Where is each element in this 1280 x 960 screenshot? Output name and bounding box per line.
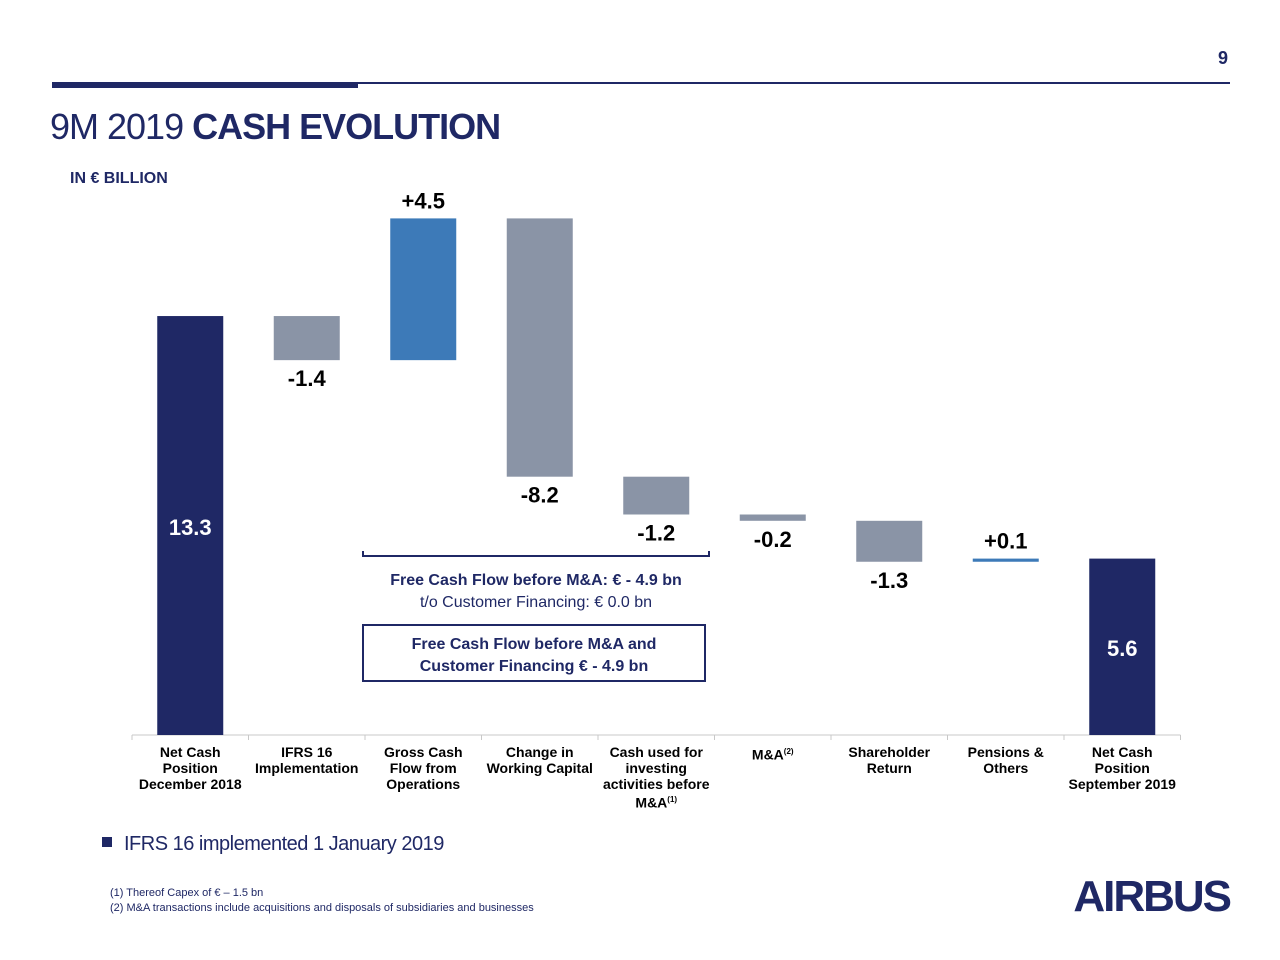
title-bold: CASH EVOLUTION: [192, 106, 501, 147]
bar-2: [273, 316, 340, 361]
bar-4: [506, 218, 573, 477]
customer-financing-annotation: t/o Customer Financing: € 0.0 bn: [419, 594, 653, 611]
category-label: Pensions & Others: [967, 744, 1044, 776]
category-label: Shareholder Return: [848, 744, 931, 776]
fcf-bracket: [362, 551, 710, 557]
bullet-note: IFRS 16 implemented 1 January 2019: [102, 833, 444, 856]
footnote-2: (2) M&A transactions include acquisition…: [110, 902, 534, 914]
category-label: Net Cash Position December 2018: [138, 744, 242, 792]
category-label: M&A(2): [751, 746, 794, 763]
category-label: Net Cash Position September 2019: [1068, 744, 1176, 792]
bar-7: [856, 520, 923, 562]
bar-1: [157, 316, 224, 735]
fcf-annotation: Free Cash Flow before M&A: € - 4.9 bn: [390, 572, 682, 589]
data-label: -8.2: [521, 483, 559, 508]
data-label: -1.2: [637, 521, 675, 546]
data-label: +0.1: [984, 529, 1027, 554]
data-label: -1.3: [870, 568, 908, 593]
bar-6: [739, 514, 806, 521]
bullet-text: IFRS 16 implemented 1 January 2019: [124, 833, 444, 855]
bar-8: [972, 558, 1039, 562]
page-title: 9M 2019 CASH EVOLUTION: [50, 106, 501, 148]
data-label: 5.6: [1107, 636, 1138, 661]
airbus-logo: AIRBUS: [1073, 872, 1232, 921]
category-label: Cash used for investing activities before M…: [602, 744, 710, 811]
bar-3: [390, 218, 457, 361]
fcf-box: Free Cash Flow before M&A and Customer F…: [362, 624, 706, 682]
category-label: Gross Cash Flow from Operations: [383, 744, 463, 792]
data-label: -0.2: [754, 527, 792, 552]
data-label: 13.3: [169, 515, 212, 540]
bar-5: [623, 476, 690, 515]
unit-label: IN € BILLION: [70, 170, 168, 187]
bullet-square-icon: [102, 837, 112, 847]
title-light: 9M 2019: [50, 106, 184, 147]
category-label: IFRS 16 Implementation: [255, 744, 359, 776]
fcf-box-line1: Free Cash Flow before M&A and: [411, 636, 657, 653]
header-rule-accent: [52, 82, 358, 88]
category-label: Change in Working Capital: [486, 744, 593, 776]
bar-9: [1089, 558, 1156, 735]
data-label: -1.4: [288, 366, 327, 391]
fcf-box-line2: Customer Financing € - 4.9 bn: [419, 658, 649, 675]
data-label: +4.5: [402, 188, 445, 213]
page-number: 9: [1217, 48, 1228, 68]
footnote-1: (1) Thereof Capex of € – 1.5 bn: [110, 887, 264, 899]
header-rule: [52, 82, 1230, 84]
